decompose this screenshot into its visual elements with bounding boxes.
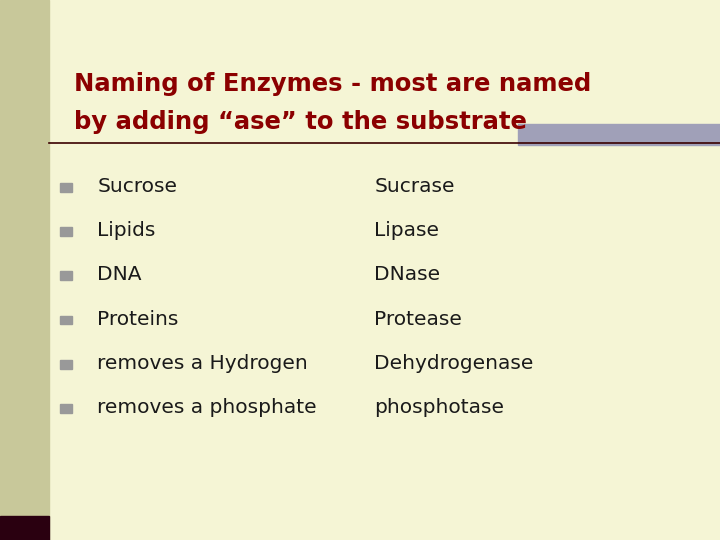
Text: Dehydrogenase: Dehydrogenase	[374, 354, 534, 373]
Text: phosphotase: phosphotase	[374, 398, 505, 417]
Bar	[60, 315, 72, 325]
Text: removes a phosphate: removes a phosphate	[97, 398, 317, 417]
Bar	[518, 124, 720, 145]
Bar	[60, 227, 72, 236]
Text: DNA: DNA	[97, 265, 142, 285]
Text: Sucrose: Sucrose	[97, 177, 177, 196]
Bar	[60, 271, 72, 280]
Text: Lipase: Lipase	[374, 221, 439, 240]
Bar	[60, 404, 72, 413]
Bar	[60, 360, 72, 369]
Text: Sucrase: Sucrase	[374, 177, 455, 196]
Text: Proteins: Proteins	[97, 309, 179, 329]
Text: DNase: DNase	[374, 265, 441, 285]
Text: Naming of Enzymes - most are named: Naming of Enzymes - most are named	[74, 72, 591, 96]
Text: by adding “ase” to the substrate: by adding “ase” to the substrate	[74, 110, 527, 133]
Text: removes a Hydrogen: removes a Hydrogen	[97, 354, 308, 373]
Bar	[60, 183, 72, 192]
Text: Lipids: Lipids	[97, 221, 156, 240]
Bar	[0, 516, 49, 540]
Bar	[0, 0, 49, 540]
Text: Protease: Protease	[374, 309, 462, 329]
